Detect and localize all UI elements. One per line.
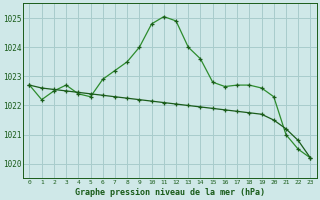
- X-axis label: Graphe pression niveau de la mer (hPa): Graphe pression niveau de la mer (hPa): [75, 188, 265, 197]
